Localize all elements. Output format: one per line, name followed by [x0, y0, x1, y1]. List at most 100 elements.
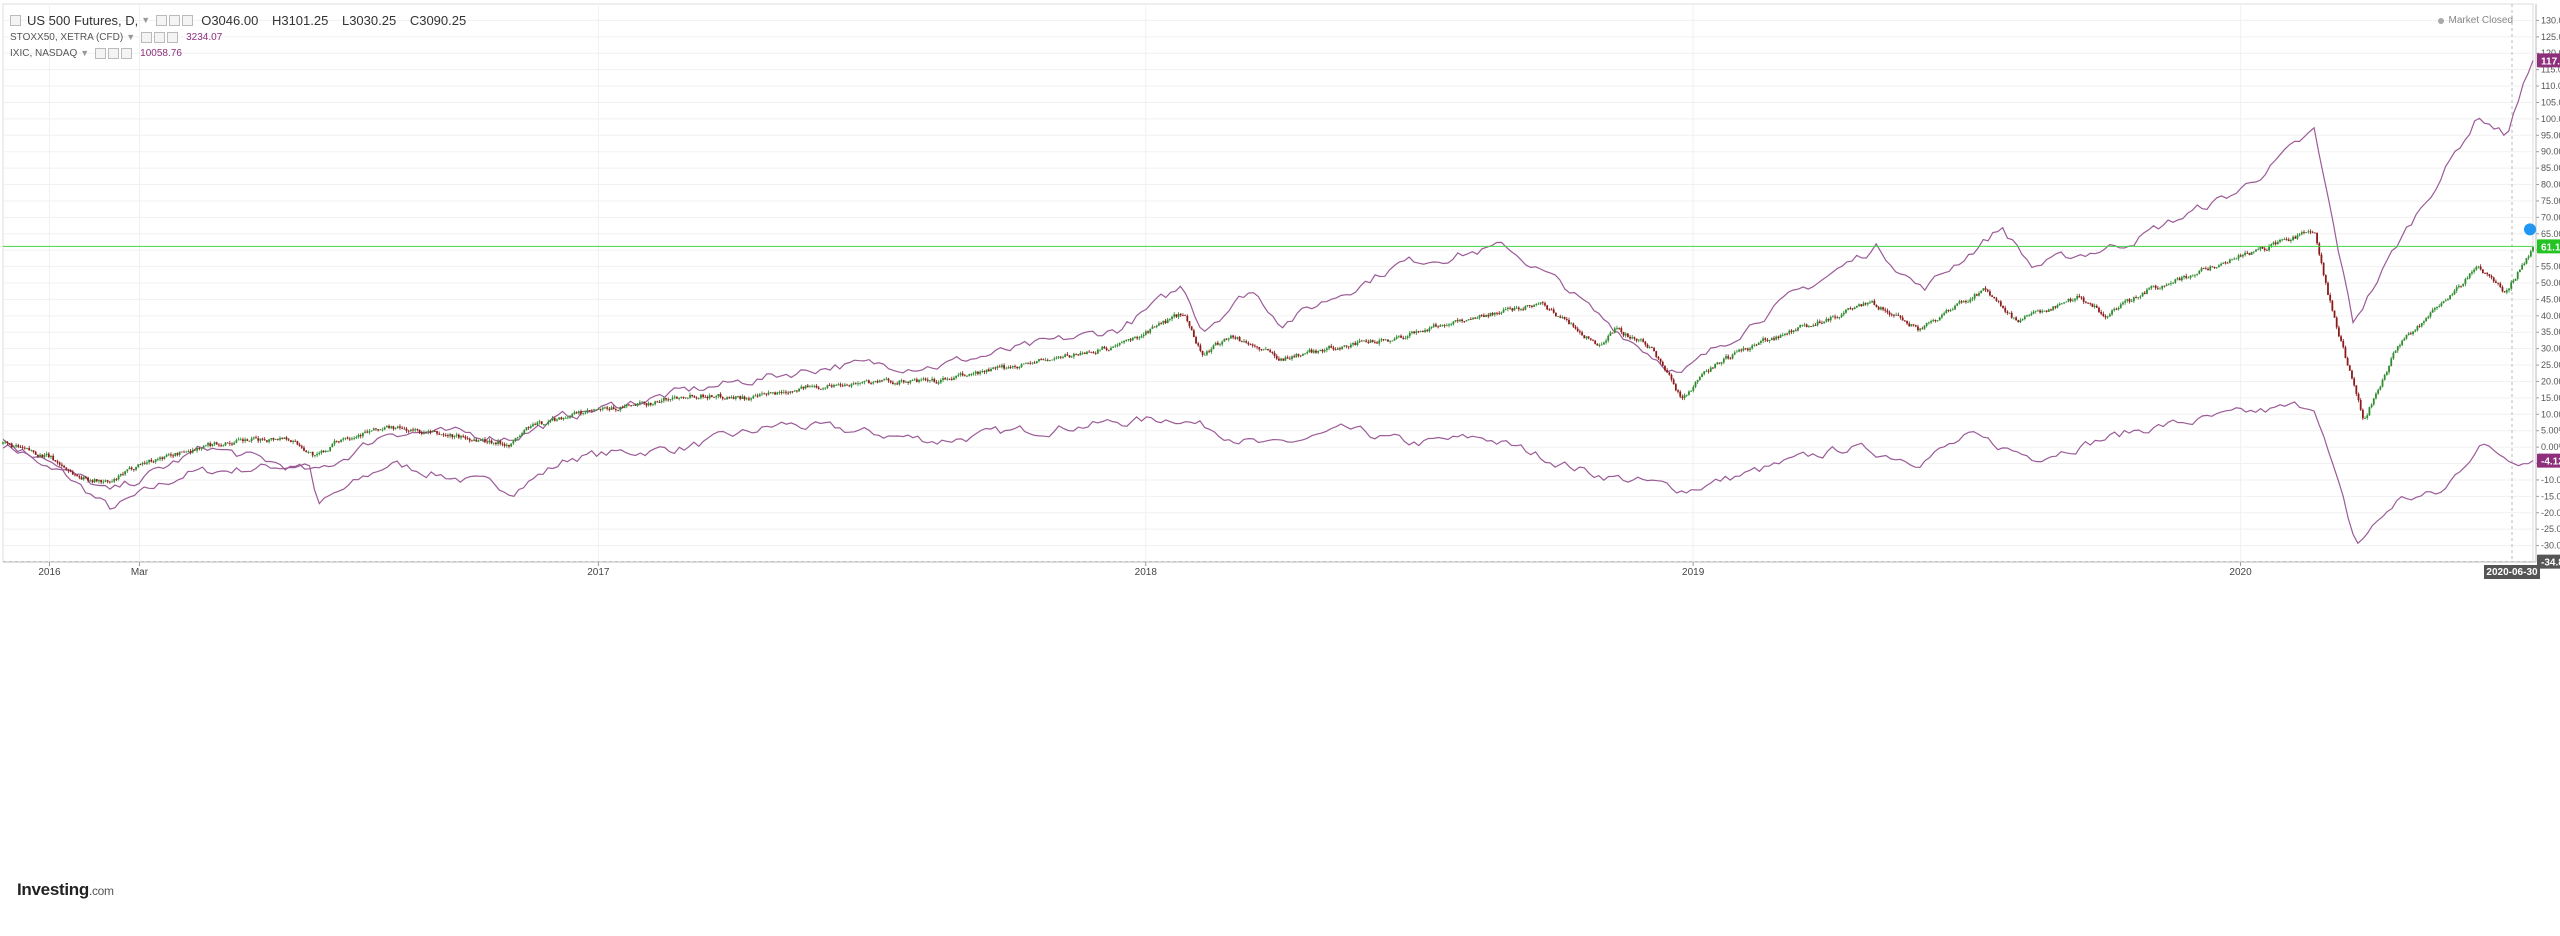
- candle: [2167, 283, 2170, 286]
- candle-body: [1736, 351, 1738, 353]
- y-tick-label: -10.00%: [2541, 475, 2560, 485]
- candle: [1325, 346, 1328, 353]
- candle-body: [529, 426, 532, 428]
- candle: [2043, 310, 2046, 312]
- candle-body: [2010, 312, 2013, 318]
- settings-icon[interactable]: [154, 31, 166, 43]
- candle: [772, 392, 774, 395]
- candle: [135, 466, 137, 472]
- candle-body: [2335, 317, 2338, 328]
- x-tick-label: 2020: [2229, 567, 2252, 578]
- candle: [2379, 385, 2382, 391]
- candle-body: [2527, 256, 2530, 259]
- candle-body: [1339, 348, 1341, 350]
- overlay-row-ixic[interactable]: IXIC, NASDAQ ▼ 10058.76: [10, 45, 476, 61]
- candle: [1478, 314, 1481, 320]
- candle-body: [1441, 325, 1444, 327]
- chevron-down-icon[interactable]: ▼: [141, 15, 151, 25]
- candle: [662, 396, 665, 403]
- close-icon[interactable]: [182, 15, 194, 26]
- candle: [826, 384, 829, 390]
- eye-icon[interactable]: [141, 31, 153, 43]
- candle-body: [41, 454, 44, 458]
- candle-body: [1476, 317, 1479, 319]
- settings-icon[interactable]: [108, 47, 120, 59]
- candle: [780, 390, 783, 395]
- candle: [2385, 370, 2388, 376]
- eye-icon[interactable]: [95, 47, 107, 59]
- close-icon[interactable]: [121, 47, 133, 59]
- candle-body: [91, 480, 94, 483]
- candle-body: [800, 386, 803, 389]
- candle-body: [1786, 333, 1788, 335]
- candle: [460, 435, 462, 440]
- main-symbol-row[interactable]: US 500 Futures, D, ▼ O3046.00 H3101.25 L…: [10, 12, 476, 29]
- candle-body: [1960, 301, 1963, 303]
- candle-body: [1707, 370, 1710, 372]
- overlay-row-stoxx50[interactable]: STOXX50, XETRA (CFD) ▼ 3234.07: [10, 29, 476, 45]
- candle: [156, 457, 159, 462]
- y-tick-label: -30.00%: [2541, 541, 2560, 551]
- overlay-name[interactable]: IXIC, NASDAQ: [10, 47, 78, 59]
- chevron-down-icon[interactable]: ▼: [126, 31, 136, 42]
- candle: [1666, 368, 1669, 373]
- candle: [429, 429, 432, 435]
- investing-logo[interactable]: Investing.com: [17, 880, 114, 900]
- candle-body: [268, 439, 270, 442]
- candle: [867, 379, 870, 384]
- candle: [1186, 314, 1189, 323]
- candle: [2438, 304, 2441, 308]
- candle: [1622, 331, 1625, 338]
- candle: [204, 444, 207, 447]
- candle: [782, 389, 785, 395]
- close-icon[interactable]: [167, 31, 179, 43]
- candle-body: [1177, 313, 1180, 317]
- candle-body: [1923, 325, 1926, 329]
- settings-icon[interactable]: [169, 15, 181, 26]
- candle-body: [1912, 324, 1915, 326]
- candle-body: [534, 424, 537, 426]
- candle-body: [220, 445, 223, 447]
- overlay-name[interactable]: STOXX50, XETRA (CFD): [10, 31, 124, 43]
- candle-body: [590, 410, 593, 412]
- candle-body: [2466, 277, 2469, 280]
- eye-icon[interactable]: [156, 15, 168, 26]
- candle-body: [1522, 309, 1525, 311]
- candle-body: [2457, 285, 2460, 288]
- candle-body: [481, 439, 484, 441]
- candle-body: [488, 440, 491, 443]
- candle: [963, 373, 966, 377]
- candle: [2106, 315, 2109, 320]
- candle-body: [2442, 301, 2445, 304]
- candle-body: [894, 383, 896, 385]
- candle: [1563, 316, 1566, 320]
- candle-body: [1467, 319, 1470, 321]
- candle-body: [865, 380, 868, 382]
- candle: [586, 408, 589, 414]
- candle-body: [1755, 344, 1758, 346]
- candle-body: [1768, 340, 1771, 341]
- candle-body: [913, 379, 916, 381]
- candle-body: [226, 442, 229, 444]
- candle: [141, 461, 144, 467]
- candle-body: [1690, 390, 1693, 392]
- candle-body: [726, 397, 729, 400]
- candle-body: [1714, 364, 1717, 368]
- candle: [2279, 238, 2281, 244]
- candle: [1384, 338, 1387, 341]
- overlay-value: 3234.07: [186, 31, 223, 43]
- candle: [1367, 339, 1370, 344]
- candle-body: [2348, 365, 2351, 371]
- candle: [1068, 355, 1071, 358]
- collapse-square-icon[interactable]: [10, 15, 21, 26]
- candle: [355, 435, 358, 440]
- candle: [1814, 323, 1817, 327]
- symbol-title[interactable]: US 500 Futures, D,: [27, 13, 139, 28]
- candle: [2457, 284, 2460, 289]
- candle-body: [353, 438, 356, 439]
- chevron-down-icon[interactable]: ▼: [80, 47, 90, 58]
- candle: [2329, 292, 2332, 303]
- candle: [2080, 296, 2083, 300]
